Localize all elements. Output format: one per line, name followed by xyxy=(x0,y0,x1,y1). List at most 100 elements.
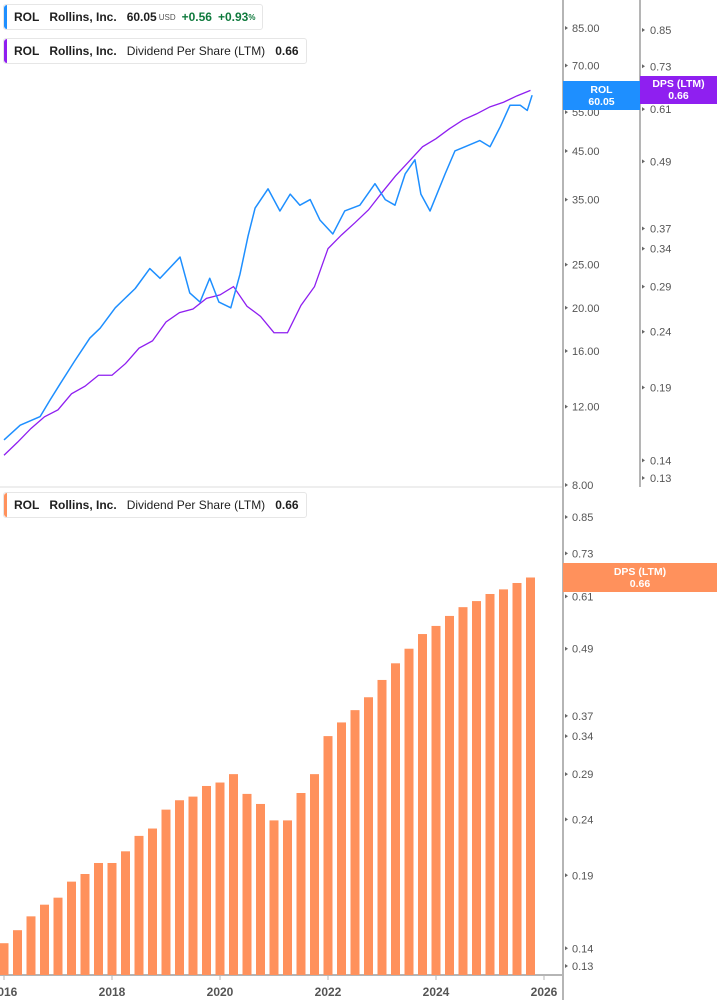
legend-price-value: 60.05 xyxy=(126,10,157,24)
dps-bar xyxy=(229,774,238,975)
price-tick-label: 35.00 xyxy=(572,195,600,207)
dps-bottom-tick-mark xyxy=(565,646,568,651)
dps-top-tick-mark xyxy=(642,159,645,164)
dps-bar xyxy=(404,648,414,975)
legend-ticker: ROL xyxy=(14,10,40,24)
dps-bottom-tick-mark xyxy=(565,515,568,519)
price-tick-label: 25.00 xyxy=(572,260,600,272)
dps-bottom-tick-label: 0.29 xyxy=(572,769,593,781)
series-color-swatch xyxy=(4,39,7,63)
badge-value: 0.66 xyxy=(629,577,651,590)
dps-bar xyxy=(94,862,103,975)
dps-bar xyxy=(296,793,306,975)
price-tick-label: 20.00 xyxy=(572,303,600,315)
legend-dps-bottom[interactable]: ROL Rollins, Inc. Dividend Per Share (LT… xyxy=(3,492,307,518)
dps-top-tick-label: 0.73 xyxy=(650,61,671,73)
dps-bar xyxy=(526,577,535,975)
dps-bottom-tick-mark xyxy=(565,817,568,822)
price-tick-label: 45.00 xyxy=(572,146,600,158)
dps-bar xyxy=(107,862,117,975)
legend-dps-top[interactable]: ROL Rollins, Inc. Dividend Per Share (LT… xyxy=(3,38,307,64)
dps-bar xyxy=(418,634,427,975)
legend-price[interactable]: ROL Rollins, Inc. 60.05 USD +0.56 +0.93 … xyxy=(3,4,263,30)
dps-bar xyxy=(215,782,225,975)
dps-top-tick-label: 0.85 xyxy=(650,25,671,37)
dps-bar xyxy=(350,710,360,975)
dps-bar xyxy=(269,820,279,975)
dps-top-tick-label: 0.24 xyxy=(650,327,671,339)
dps-top-tick-label: 0.37 xyxy=(650,223,671,235)
dps-bar xyxy=(377,679,387,975)
dps-bar xyxy=(337,722,346,975)
legend-metric: Dividend Per Share (LTM) xyxy=(126,498,266,512)
dps-bar xyxy=(175,800,184,975)
badge-label: DPS (LTM) xyxy=(613,565,667,578)
dps-bottom-tick-label: 0.19 xyxy=(572,870,593,882)
price-line xyxy=(3,94,533,441)
dps-top-tick-label: 0.34 xyxy=(650,244,671,256)
dps-bar xyxy=(431,625,441,975)
legend-currency: USD xyxy=(158,12,176,22)
dps-bar xyxy=(472,601,481,975)
dps-bar xyxy=(283,820,292,975)
x-tick-label: 2020 xyxy=(207,985,234,999)
dps-bottom-tick-mark xyxy=(565,964,568,968)
badge-label: DPS (LTM) xyxy=(652,78,705,90)
price-tick-mark xyxy=(565,483,568,487)
dps-bar xyxy=(323,736,333,975)
dps-top-tick-mark xyxy=(642,28,645,32)
dps-top-tick-label: 0.49 xyxy=(650,156,671,168)
legend-change-pct: +0.93 xyxy=(217,10,249,24)
dps-bar xyxy=(0,943,9,975)
dps-bar xyxy=(485,593,495,975)
price-tick-label: 70.00 xyxy=(572,61,600,73)
price-tick-mark xyxy=(565,305,568,310)
dps-bottom-badge: DPS (LTM) 0.66 xyxy=(563,563,717,592)
dps-bar xyxy=(188,796,198,975)
dps-bottom-tick-mark xyxy=(565,772,568,777)
dps-bottom-tick-mark xyxy=(565,873,568,878)
dps-bar xyxy=(364,697,373,975)
dps-bar xyxy=(161,809,171,975)
dps-bar xyxy=(134,835,144,975)
dps-bar xyxy=(256,803,265,975)
dps-bottom-tick-label: 0.49 xyxy=(572,644,593,656)
dps-top-tick-label: 0.13 xyxy=(650,473,671,485)
x-tick-label: 2024 xyxy=(423,985,450,999)
dps-bottom-tick-mark xyxy=(565,734,568,739)
dps-top-tick-mark xyxy=(642,476,645,480)
dps-bottom-tick-label: 0.13 xyxy=(572,961,593,973)
price-tick-mark xyxy=(565,26,568,30)
x-tick-label: 2022 xyxy=(315,985,342,999)
price-tick-label: 55.00 xyxy=(572,107,600,119)
legend-ticker: ROL xyxy=(14,44,40,58)
dps-bar xyxy=(458,607,468,975)
dps-top-tick-mark xyxy=(642,458,645,463)
price-tick-mark xyxy=(565,262,568,267)
dps-top-tick-mark xyxy=(642,284,645,289)
price-tick-mark xyxy=(565,197,568,202)
dps-bottom-tick-label: 0.85 xyxy=(572,512,593,524)
price-tick-label: 12.00 xyxy=(572,402,600,414)
legend-ticker: ROL xyxy=(14,498,40,512)
dps-bottom-tick-label: 0.73 xyxy=(572,548,593,560)
dps-top-tick-label: 0.29 xyxy=(650,282,671,294)
dps-bottom-tick-label: 0.14 xyxy=(572,943,593,955)
dps-top-tick-mark xyxy=(642,246,645,251)
series-color-swatch xyxy=(4,5,7,29)
legend-company: Rollins, Inc. xyxy=(49,498,117,512)
dps-top-tick-mark xyxy=(642,226,645,231)
dps-bottom-tick-mark xyxy=(565,946,568,951)
price-tick-label: 16.00 xyxy=(572,346,600,358)
dps-top-badge: DPS (LTM) 0.66 xyxy=(640,76,717,104)
price-tick-label: 8.00 xyxy=(572,480,593,492)
dps-bar xyxy=(67,881,76,975)
badge-label: ROL xyxy=(590,83,613,96)
dps-bottom-tick-label: 0.24 xyxy=(572,814,593,826)
price-tick-mark xyxy=(565,110,568,115)
dps-bar xyxy=(512,582,522,975)
dps-top-tick-mark xyxy=(642,107,645,112)
price-tick-mark xyxy=(565,404,568,409)
legend-change: +0.56 xyxy=(181,10,212,24)
